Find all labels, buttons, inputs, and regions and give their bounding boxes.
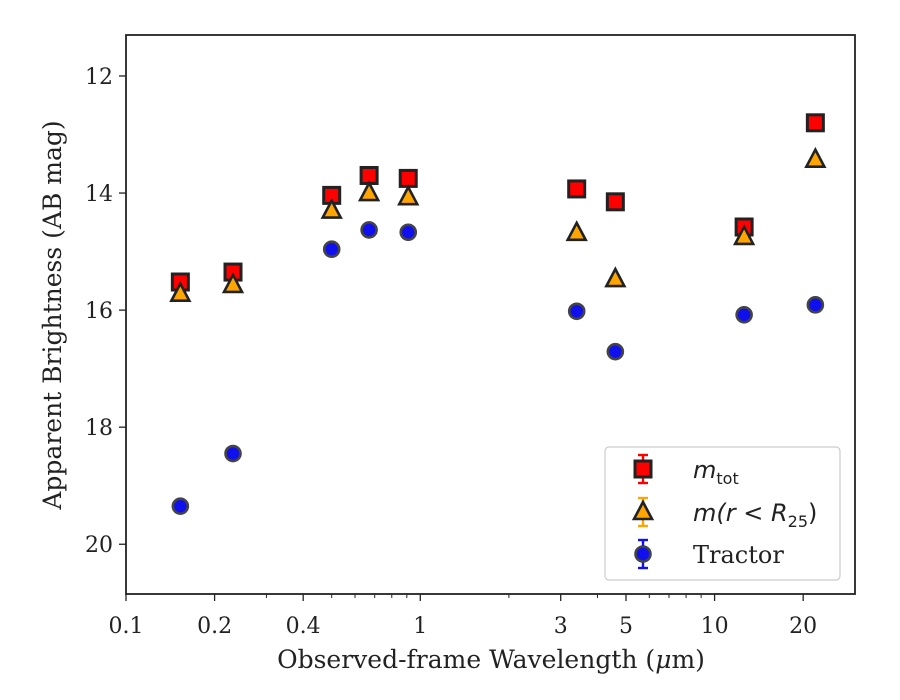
m-r25-point (320, 197, 343, 219)
tractor-point (360, 221, 378, 239)
legend-marker-tractor (634, 545, 652, 563)
x-tick-label: 5 (619, 614, 633, 639)
x-axis: 0.1 0.2 0.4 1 3 5 10 20 (109, 594, 817, 639)
plot-border (125, 34, 856, 595)
series-m-r25 (169, 146, 827, 303)
y-tick-label: 16 (85, 299, 113, 324)
y-tick-label: 20 (85, 533, 113, 558)
tractor-point (322, 240, 341, 259)
m-r25-point (221, 272, 245, 294)
y-tick-label: 14 (85, 182, 113, 207)
series-tractor (171, 221, 825, 515)
legend-label-m-r25: m(r < R25) (693, 499, 817, 531)
y-tick-label: 18 (85, 416, 113, 441)
series-mtot (170, 113, 825, 292)
m-r25-point (169, 280, 192, 303)
tractor-point (171, 497, 190, 515)
x-tick-label: 0.4 (286, 614, 321, 639)
m-r25-point (804, 146, 827, 168)
tractor-point (806, 296, 825, 314)
tractor-point (606, 342, 625, 361)
x-axis-label: Observed-frame Wavelength (μm) (277, 645, 705, 674)
legend-markers (631, 453, 655, 570)
x-tick-label: 10 (701, 614, 729, 639)
x-tick-label: 3 (554, 614, 568, 639)
y-axis: 12 14 16 18 20 (85, 65, 126, 558)
y-axis-label: Apparent Brightness (AB mag) (38, 120, 67, 510)
x-tick-label: 0.2 (197, 614, 232, 639)
legend-label-tractor: Tractor (693, 541, 784, 569)
x-tick-label: 1 (413, 614, 427, 639)
legend-box (604, 446, 841, 581)
plot-frame (125, 34, 856, 595)
x-tick-label: 20 (789, 614, 817, 639)
tractor-point (399, 223, 418, 242)
mtot-point (605, 192, 625, 212)
m-r25-point (604, 266, 627, 288)
legend-marker-mtot (633, 459, 653, 479)
m-r25-point (397, 184, 420, 206)
mtot-point (805, 113, 825, 133)
legend: mtot m(r < R25) Tractor (604, 446, 841, 581)
legend-label-mtot: mtot (693, 456, 739, 488)
legend-marker-m-r25 (631, 499, 655, 521)
tractor-point (735, 305, 753, 324)
tractor-point (567, 302, 586, 321)
m-r25-point (357, 180, 381, 202)
m-r25-point (732, 224, 756, 246)
y-tick-label: 12 (85, 65, 113, 90)
tractor-point (224, 444, 242, 463)
mtot-point (398, 168, 418, 188)
m-r25-point (565, 220, 588, 242)
mtot-point (567, 179, 587, 199)
data-marks (169, 113, 827, 515)
x-tick-label: 0.1 (109, 614, 144, 639)
